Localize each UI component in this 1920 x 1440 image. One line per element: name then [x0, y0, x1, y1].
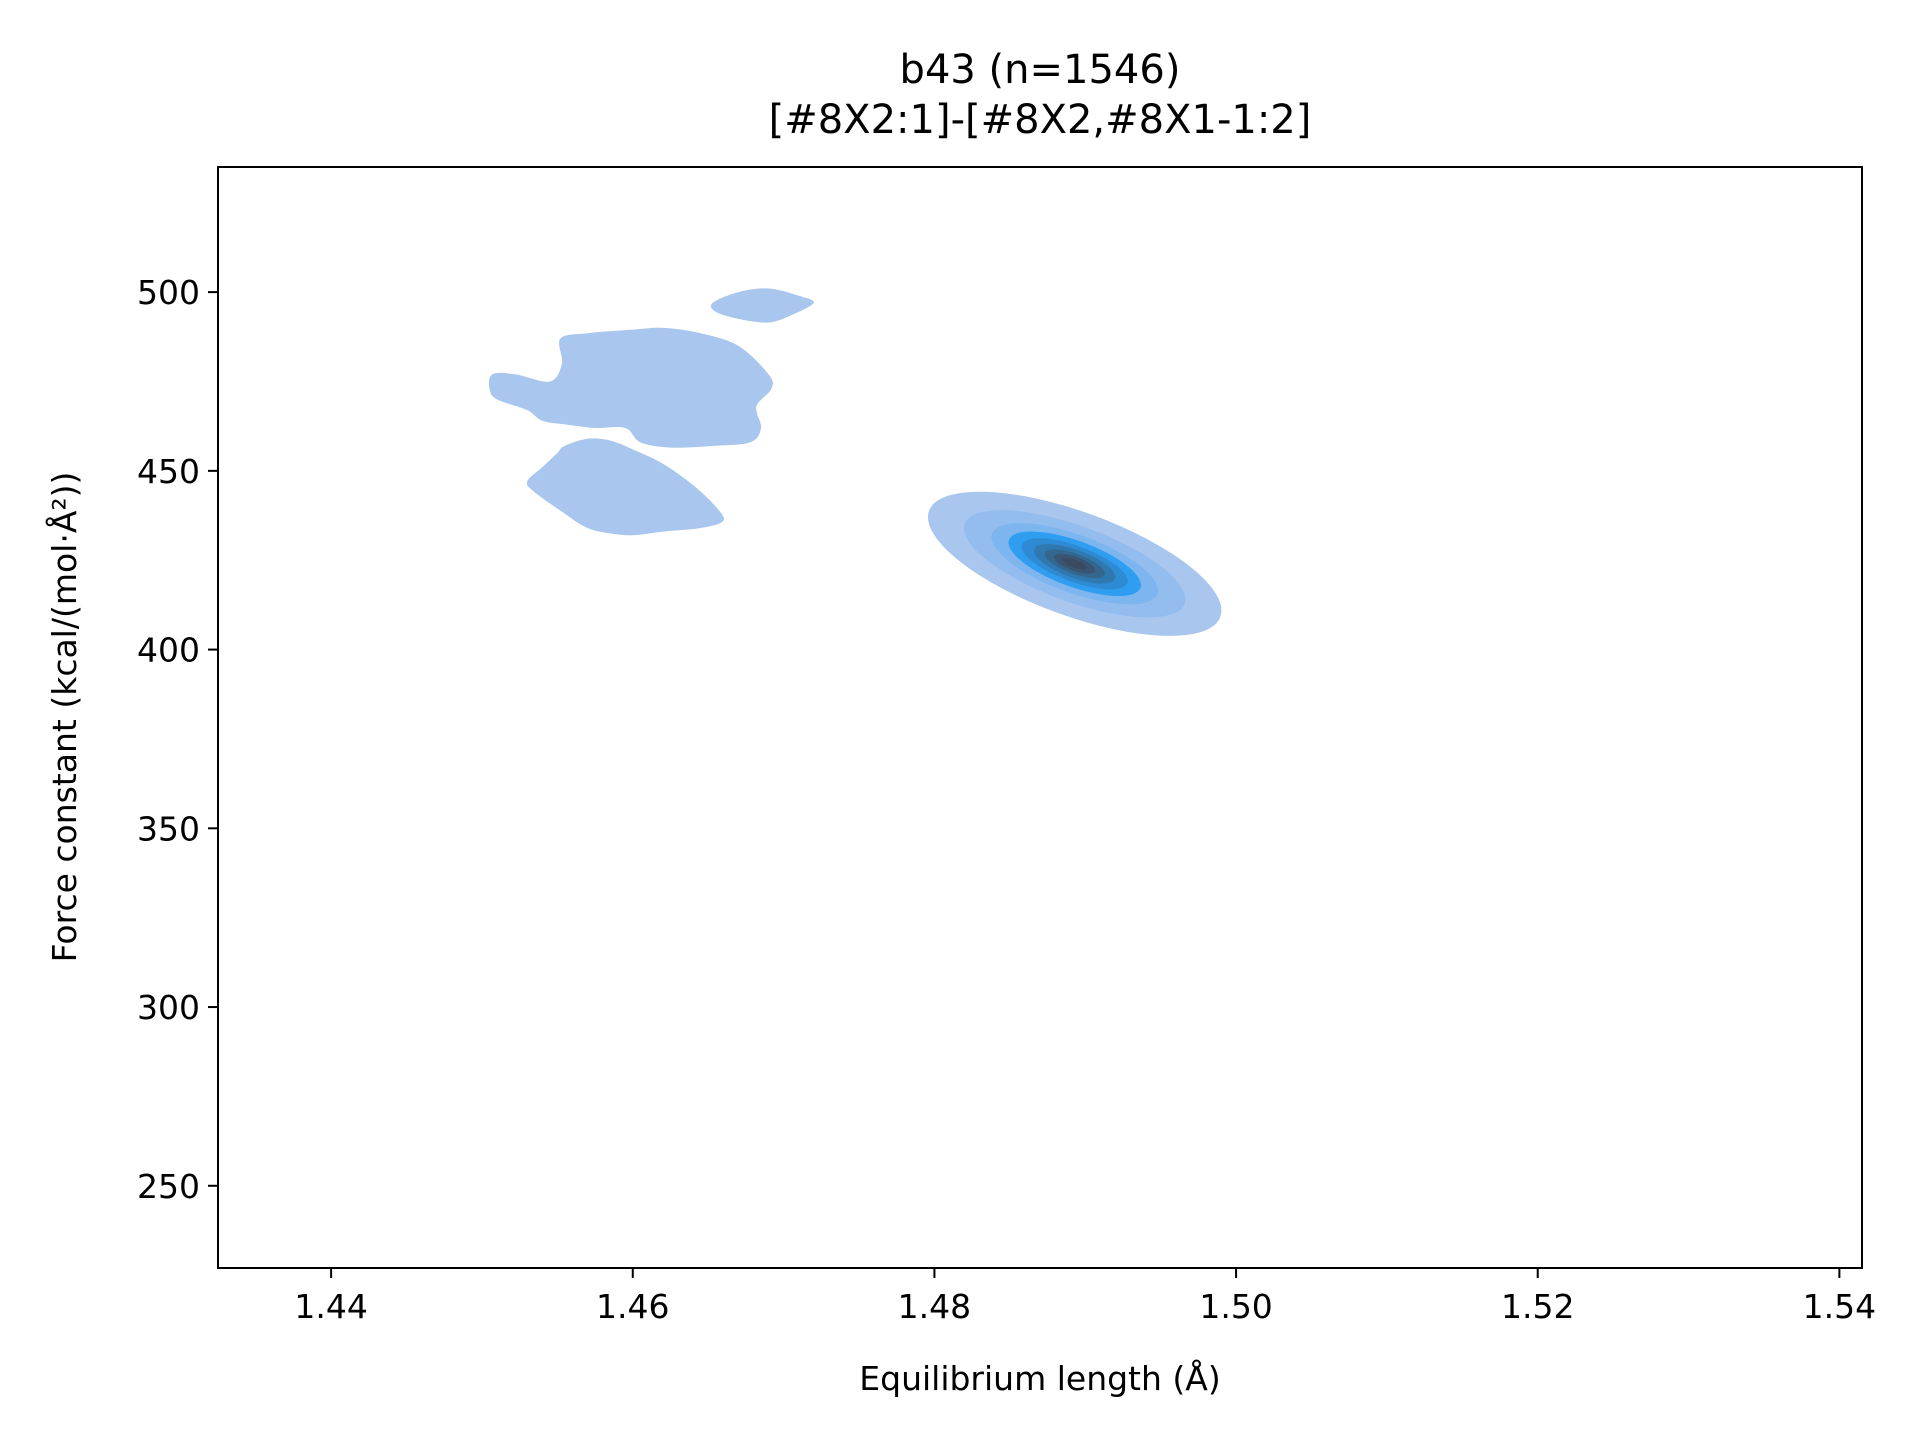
- y-tick-label: 450: [137, 452, 200, 491]
- x-tick-label: 1.52: [1501, 1287, 1574, 1326]
- x-tick-label: 1.50: [1199, 1287, 1272, 1326]
- density-region-main-cluster: [488, 327, 773, 448]
- x-axis-label: Equilibrium length (Å): [859, 1358, 1220, 1398]
- x-tick-label: 1.46: [596, 1287, 669, 1326]
- y-tick-label: 500: [137, 273, 200, 312]
- y-tick-label: 250: [137, 1167, 200, 1206]
- y-tick-label: 350: [137, 809, 200, 848]
- y-tick-label: 300: [137, 988, 200, 1027]
- chart-subtitle: [#8X2:1]-[#8X2,#8X1-1:2]: [769, 97, 1312, 143]
- density-region-lower-lobe: [526, 438, 724, 536]
- x-tick-label: 1.54: [1803, 1287, 1876, 1326]
- plot-area: [488, 288, 1222, 636]
- chart-title: b43 (n=1546): [900, 47, 1181, 93]
- y-axis-label: Force constant (kcal/(mol·Å²)): [44, 472, 84, 963]
- y-tick-label: 400: [137, 631, 200, 670]
- x-tick-label: 1.48: [898, 1287, 971, 1326]
- axes-frame: [217, 166, 1863, 1269]
- density-level-9: [1062, 557, 1087, 570]
- x-tick-label: 1.44: [294, 1287, 367, 1326]
- x-axis: 1.44 1.46 1.48 1.50 1.52 1.54: [294, 1268, 1876, 1326]
- density-region-upper-blob: [710, 288, 814, 323]
- y-axis: 250 300 350 400 450 500: [137, 273, 218, 1206]
